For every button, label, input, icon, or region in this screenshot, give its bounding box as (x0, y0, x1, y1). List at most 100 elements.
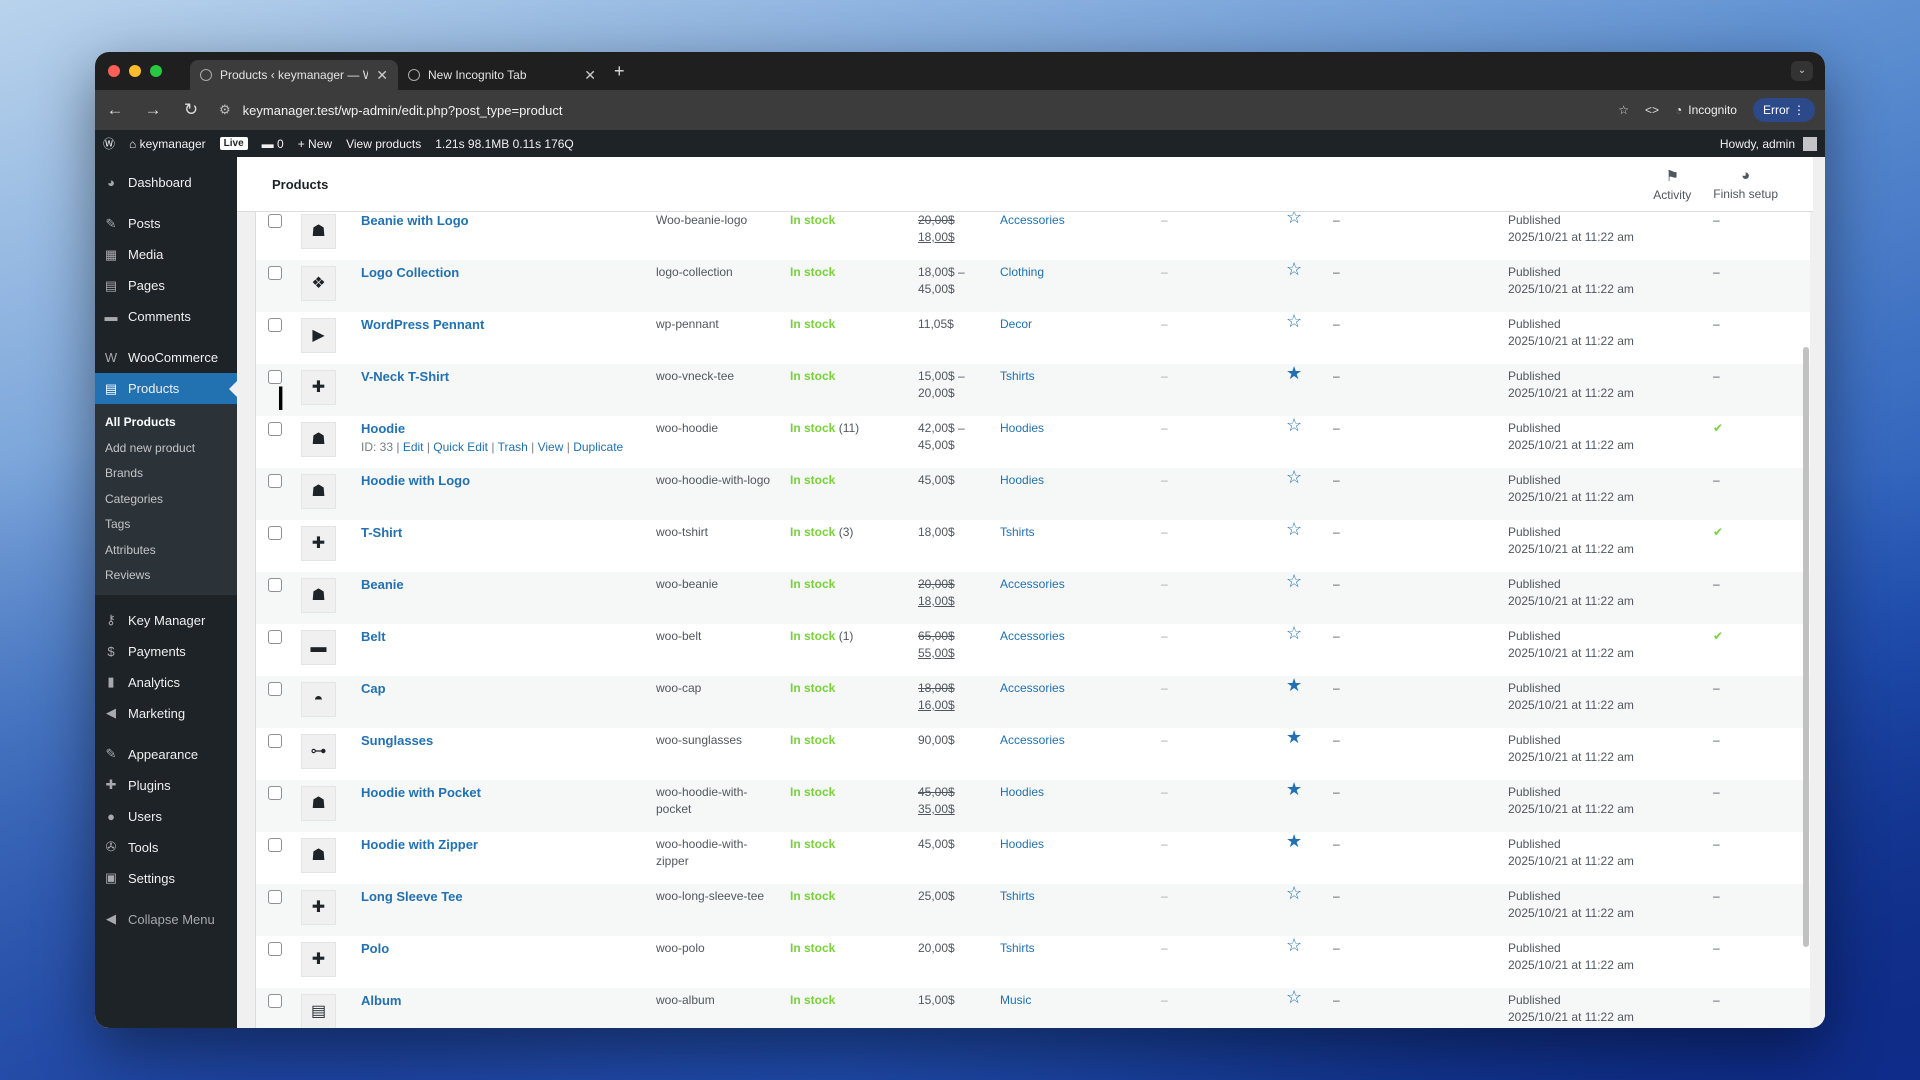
product-thumbnail[interactable]: ☗ (301, 474, 336, 509)
featured-star-filled-icon[interactable]: ★ (1286, 675, 1303, 695)
trash-link[interactable]: Trash (497, 440, 528, 454)
product-name-link[interactable]: WordPress Pennant (361, 317, 485, 332)
category-link[interactable]: Accessories (1000, 213, 1065, 227)
product-thumbnail[interactable]: ☗ (301, 214, 336, 249)
sidebar-item-dashboard[interactable]: ◕ Dashboard (95, 167, 237, 198)
tab-products[interactable]: Products ‹ keymanager — W… ✕ (190, 60, 398, 90)
row-checkbox[interactable] (268, 526, 282, 540)
close-window-button[interactable] (108, 65, 120, 77)
featured-star-outline-icon[interactable]: ☆ (1286, 415, 1303, 435)
sidebar-item-analytics[interactable]: ▮ Analytics (95, 667, 237, 698)
product-thumbnail[interactable]: ✚ (301, 370, 336, 405)
featured-star-outline-icon[interactable]: ☆ (1286, 519, 1303, 539)
featured-star-outline-icon[interactable]: ☆ (1286, 935, 1303, 955)
product-name-link[interactable]: Beanie (361, 577, 404, 592)
query-monitor-stats[interactable]: 1.21s 98.1MB 0.11s 176Q (435, 136, 574, 151)
category-link[interactable]: Hoodies (1000, 421, 1045, 435)
row-checkbox[interactable] (268, 318, 282, 332)
row-checkbox[interactable] (268, 994, 282, 1008)
category-link[interactable]: Tshirts (1000, 525, 1035, 539)
duplicate-link[interactable]: Duplicate (573, 440, 624, 454)
category-link[interactable]: Music (1000, 993, 1032, 1007)
finish-setup-button[interactable]: ◕ Finish setup (1713, 167, 1778, 202)
site-link[interactable]: ⌂ keymanager (129, 136, 206, 151)
row-checkbox[interactable] (268, 942, 282, 956)
sidebar-item-media[interactable]: ▦ Media (95, 239, 237, 270)
reload-icon[interactable]: ↻ (183, 100, 199, 119)
forward-icon[interactable]: → (144, 100, 162, 119)
minimize-window-button[interactable] (129, 65, 141, 77)
sidebar-item-products[interactable]: ▤ Products (95, 373, 237, 404)
featured-star-outline-icon[interactable]: ☆ (1286, 311, 1303, 331)
row-checkbox[interactable] (268, 838, 282, 852)
category-link[interactable]: Accessories (1000, 681, 1065, 695)
sidebar-item-appearance[interactable]: ✎ Appearance (95, 739, 237, 770)
product-name-link[interactable]: T-Shirt (361, 525, 403, 540)
tab-search-button[interactable]: ⌄ (1791, 61, 1813, 81)
product-thumbnail[interactable]: ❖ (301, 266, 336, 301)
close-tab-icon[interactable]: ✕ (376, 66, 388, 83)
featured-star-outline-icon[interactable]: ☆ (1286, 571, 1303, 591)
row-checkbox[interactable] (268, 214, 282, 228)
row-checkbox[interactable] (268, 682, 282, 696)
product-thumbnail[interactable]: ✚ (301, 526, 336, 561)
submenu-item-reviews[interactable]: Reviews (105, 568, 151, 582)
category-link[interactable]: Accessories (1000, 733, 1065, 747)
featured-star-outline-icon[interactable]: ☆ (1286, 259, 1303, 279)
sidebar-item-collapse-menu[interactable]: ◀ Collapse Menu (95, 904, 237, 935)
comments-link[interactable]: ▬ 0 (261, 136, 284, 151)
zoom-window-button[interactable] (150, 65, 162, 77)
sidebar-item-pages[interactable]: ▤ Pages (95, 270, 237, 301)
product-thumbnail[interactable]: ▶ (301, 318, 336, 353)
sidebar-item-marketing[interactable]: ◀ Marketing (95, 698, 237, 729)
product-thumbnail[interactable]: ☗ (301, 422, 336, 457)
category-link[interactable]: Tshirts (1000, 889, 1035, 903)
error-button[interactable]: Error ⋮ (1752, 98, 1815, 122)
row-checkbox[interactable] (268, 786, 282, 800)
avatar[interactable] (1803, 136, 1817, 151)
sidebar-item-comments[interactable]: ▬ Comments (95, 301, 237, 332)
product-name-link[interactable]: Long Sleeve Tee (361, 889, 463, 904)
product-name-link[interactable]: Hoodie (361, 421, 406, 436)
product-name-link[interactable]: Belt (361, 629, 386, 644)
category-link[interactable]: Clothing (1000, 265, 1045, 279)
featured-star-outline-icon[interactable]: ☆ (1286, 883, 1303, 903)
row-checkbox[interactable] (268, 578, 282, 592)
submenu-item-brands[interactable]: Brands (105, 466, 144, 480)
product-name-link[interactable]: Sunglasses (361, 733, 434, 748)
sidebar-item-users[interactable]: ● Users (95, 801, 237, 832)
featured-star-outline-icon[interactable]: ☆ (1286, 623, 1303, 643)
row-checkbox[interactable] (268, 266, 282, 280)
view-link[interactable]: View (537, 440, 564, 454)
sidebar-item-tools[interactable]: ✇ Tools (95, 832, 237, 863)
sidebar-item-settings[interactable]: ▣ Settings (95, 863, 237, 894)
product-thumbnail[interactable]: ☗ (301, 578, 336, 613)
back-icon[interactable]: ← (106, 100, 124, 119)
tab-incognito[interactable]: New Incognito Tab ✕ (398, 60, 606, 90)
category-link[interactable]: Hoodies (1000, 473, 1045, 487)
howdy-user[interactable]: Howdy, admin (1719, 136, 1795, 151)
row-checkbox[interactable] (268, 630, 282, 644)
edit-link[interactable]: Edit (402, 440, 424, 454)
site-settings-icon[interactable]: ⚙ (219, 102, 231, 117)
featured-star-filled-icon[interactable]: ★ (1286, 831, 1303, 851)
product-thumbnail[interactable]: ◓ (301, 682, 336, 717)
address-bar[interactable]: ⚙ keymanager.test/wp-admin/edit.php?post… (219, 95, 1600, 125)
activity-button[interactable]: ⚑ Activity (1653, 167, 1691, 202)
featured-star-filled-icon[interactable]: ★ (1286, 727, 1303, 747)
category-link[interactable]: Hoodies (1000, 837, 1045, 851)
sidebar-item-plugins[interactable]: ✚ Plugins (95, 770, 237, 801)
category-link[interactable]: Tshirts (1000, 369, 1035, 383)
product-thumbnail[interactable]: ☗ (301, 786, 336, 821)
bookmark-star-icon[interactable]: ☆ (1618, 103, 1630, 117)
category-link[interactable]: Decor (1000, 317, 1033, 331)
featured-star-filled-icon[interactable]: ★ (1286, 779, 1303, 799)
sidebar-item-key-manager[interactable]: ⚷ Key Manager (95, 605, 237, 636)
product-name-link[interactable]: V-Neck T-Shirt (361, 369, 450, 384)
row-checkbox[interactable] (268, 370, 282, 384)
product-thumbnail[interactable]: ▤ (301, 994, 336, 1028)
row-checkbox[interactable] (268, 890, 282, 904)
category-link[interactable]: Accessories (1000, 577, 1065, 591)
devtools-icon[interactable]: <> (1645, 103, 1660, 117)
row-checkbox[interactable] (268, 422, 282, 436)
